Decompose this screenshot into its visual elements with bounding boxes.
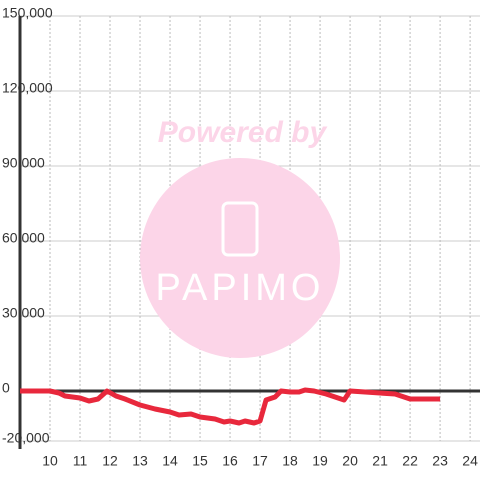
watermark-logo: PAPIMO: [156, 267, 325, 309]
x-tick-label: 22: [402, 453, 418, 469]
x-tick-label: 14: [162, 453, 178, 469]
y-tick-label: 0: [2, 380, 10, 396]
x-tick-label: 20: [342, 453, 358, 469]
x-tick-label: 11: [73, 453, 88, 469]
watermark-caption: Powered by: [158, 116, 328, 149]
x-tick-label: 13: [132, 453, 148, 469]
x-tick-label: 12: [102, 453, 118, 469]
x-tick-label: 15: [192, 453, 208, 469]
x-tick-label: 24: [462, 453, 478, 469]
watermark-circle: [140, 158, 340, 358]
x-tick-label: 23: [432, 453, 448, 469]
watermark-phone: [221, 201, 259, 257]
y-tick-label: 90,000: [2, 155, 45, 171]
y-tick-label: 120,000: [2, 80, 53, 96]
x-tick-label: 16: [222, 453, 238, 469]
x-tick-label: 18: [282, 453, 298, 469]
y-tick-label: 150,000: [2, 5, 53, 21]
x-tick-label: 21: [372, 453, 388, 469]
line: [20, 387, 441, 426]
x-tick-label: 17: [252, 453, 268, 469]
y-tick-label: 60,000: [2, 230, 45, 246]
y-tick-label: 30,000: [2, 305, 45, 321]
x-tick-label: 19: [312, 453, 328, 469]
x-tick-label: 10: [42, 453, 58, 469]
y-tick-label: -20,000: [2, 430, 50, 446]
